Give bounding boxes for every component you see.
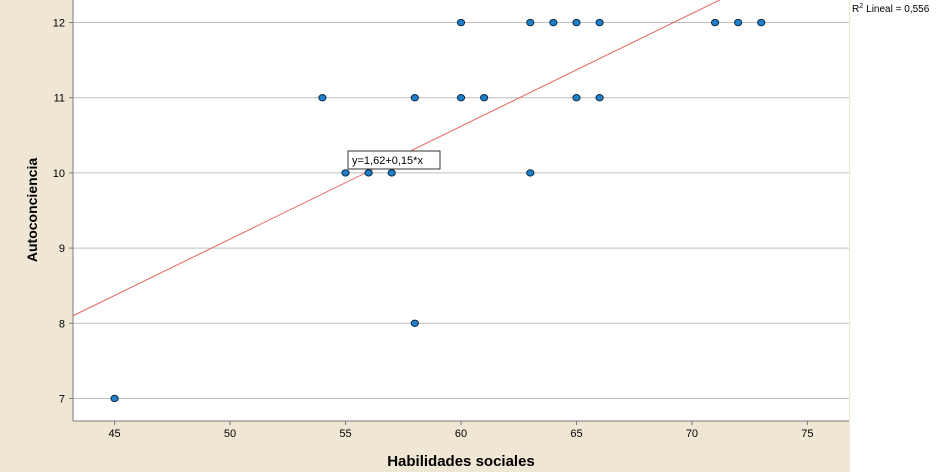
fit-equation-text: y=1,62+0,15*x	[352, 155, 423, 167]
scatter-point	[572, 94, 581, 102]
scatter-point	[526, 169, 535, 177]
scatter-point	[549, 18, 558, 27]
scatter-point	[110, 394, 119, 403]
fit-line-layer	[72, 0, 721, 317]
scatter-point	[526, 18, 535, 27]
r-squared-value: Lineal = 0,556	[866, 4, 930, 15]
plot-area	[73, 0, 849, 421]
x-tick-label: 70	[686, 428, 698, 440]
y-tick-label: 7	[59, 393, 65, 405]
r-squared-prefix: R	[852, 4, 859, 15]
scatter-point	[410, 94, 419, 102]
y-axis-ticks: 7 8 9 10 11 12	[53, 18, 73, 405]
scatter-point	[572, 18, 581, 27]
scatter-point	[710, 18, 720, 27]
scatter-point	[387, 169, 396, 177]
scatter-point	[341, 169, 350, 177]
fit-line	[72, 0, 721, 317]
data-points	[110, 18, 766, 403]
scatter-point	[456, 18, 466, 27]
scatter-point	[364, 169, 373, 177]
y-tick-label: 11	[54, 93, 65, 105]
r-squared-superscript: 2	[859, 3, 863, 10]
scatter-point	[734, 18, 743, 27]
y-tick-label: 8	[59, 318, 65, 330]
scatter-point	[456, 94, 466, 102]
x-tick-label: 55	[339, 428, 351, 440]
scatter-point	[479, 94, 489, 102]
y-tick-label: 12	[53, 18, 65, 30]
x-tick-label: 50	[224, 428, 236, 440]
y-tick-label: 10	[53, 168, 65, 180]
fit-equation-box	[347, 150, 441, 170]
scatter-point	[410, 319, 419, 327]
x-axis-title: Habilidades sociales	[387, 453, 535, 470]
y-tick-label: 9	[59, 243, 65, 255]
fit-equation-label: y=1,62+0,15*x	[347, 150, 441, 170]
r-squared-label: R2 Lineal = 0,556	[852, 3, 930, 15]
y-axis-title: Autoconciencia	[24, 158, 40, 262]
x-tick-label: 60	[455, 428, 467, 440]
x-tick-label: 65	[570, 428, 582, 440]
scatter-point	[595, 18, 604, 27]
scatter-point	[757, 18, 766, 27]
x-axis-ticks: 45 50 55 60 65 70 75	[108, 421, 814, 440]
scatter-point	[595, 94, 604, 102]
x-tick-label: 75	[801, 428, 813, 440]
scatter-point	[318, 94, 327, 102]
x-tick-label: 45	[108, 428, 120, 440]
